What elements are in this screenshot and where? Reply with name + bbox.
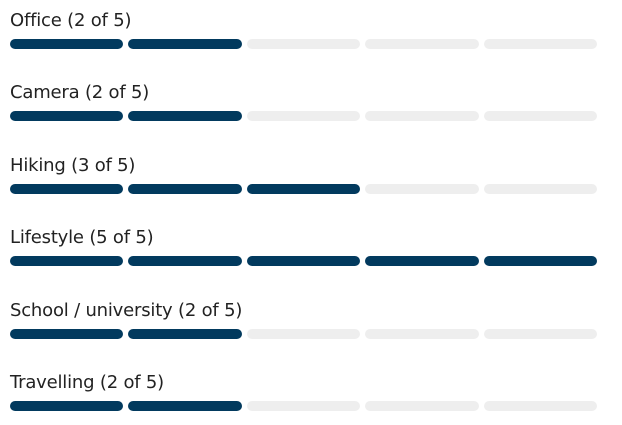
rating-segment-empty (246, 329, 361, 339)
rating-bar (10, 39, 598, 49)
rating-segment-filled (246, 256, 361, 266)
rating-bar (10, 329, 598, 339)
rating-label: Travelling (2 of 5) (10, 372, 165, 393)
rating-label: Lifestyle (5 of 5) (10, 227, 154, 248)
rating-travelling: Travelling (2 of 5) (10, 372, 600, 420)
rating-segment-filled (128, 329, 242, 339)
rating-segment-filled (10, 39, 124, 49)
rating-segment-filled (128, 256, 242, 266)
rating-segment-empty (365, 401, 479, 411)
rating-label: Office (2 of 5) (10, 10, 132, 31)
rating-segment-filled (128, 184, 242, 194)
rating-bar (10, 401, 598, 411)
rating-segment-empty (483, 401, 598, 411)
rating-segment-filled (10, 256, 124, 266)
rating-label: Camera (2 of 5) (10, 82, 150, 103)
rating-segment-filled (128, 401, 242, 411)
rating-segment-filled (10, 184, 124, 194)
rating-segment-empty (483, 111, 598, 121)
rating-segment-empty (483, 184, 598, 194)
rating-segment-empty (365, 184, 479, 194)
rating-bar (10, 111, 598, 121)
rating-camera: Camera (2 of 5) (10, 82, 600, 130)
rating-segment-empty (246, 401, 361, 411)
rating-segment-empty (365, 39, 479, 49)
rating-segment-empty (246, 111, 361, 121)
rating-office: Office (2 of 5) (10, 10, 600, 58)
rating-segment-filled (10, 111, 124, 121)
rating-segment-empty (483, 329, 598, 339)
rating-segment-empty (365, 329, 479, 339)
rating-segment-filled (128, 39, 242, 49)
rating-school-university: School / university (2 of 5) (10, 300, 600, 348)
rating-bar (10, 256, 598, 266)
rating-segment-filled (10, 401, 124, 411)
rating-segment-filled (128, 111, 242, 121)
rating-segment-empty (483, 39, 598, 49)
rating-segment-empty (246, 39, 361, 49)
rating-lifestyle: Lifestyle (5 of 5) (10, 227, 600, 275)
rating-hiking: Hiking (3 of 5) (10, 155, 600, 203)
rating-label: School / university (2 of 5) (10, 300, 243, 321)
rating-label: Hiking (3 of 5) (10, 155, 136, 176)
rating-segment-empty (365, 111, 479, 121)
rating-segment-filled (10, 329, 124, 339)
rating-segment-filled (365, 256, 479, 266)
rating-bar (10, 184, 598, 194)
rating-segment-filled (483, 256, 598, 266)
rating-segment-filled (246, 184, 361, 194)
